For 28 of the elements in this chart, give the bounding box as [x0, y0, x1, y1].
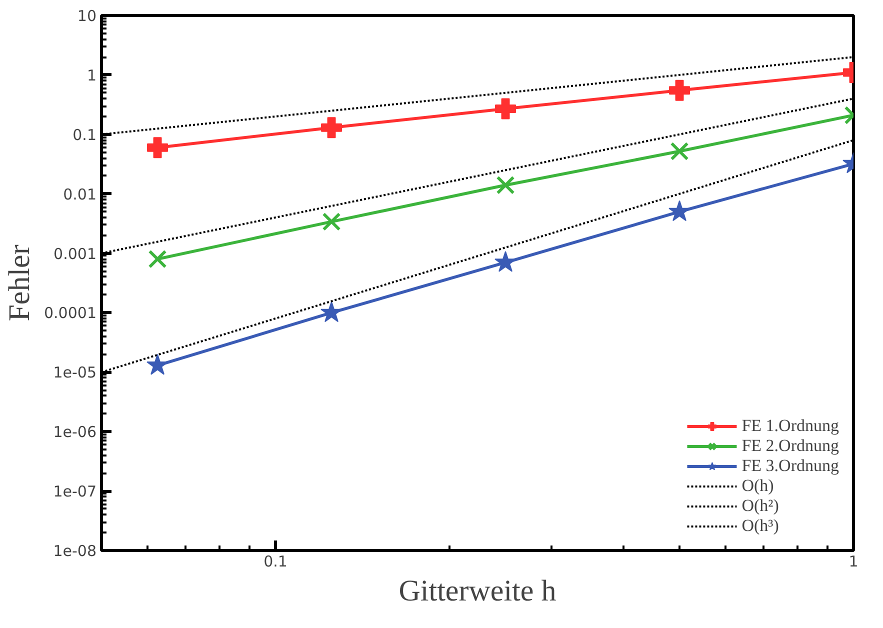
point — [668, 200, 690, 222]
point — [321, 117, 342, 138]
y-tick-label: 1e-05 — [53, 364, 97, 382]
y-tick-label: 1e-08 — [53, 542, 97, 560]
y-axis-title: Fehler — [3, 244, 36, 322]
legend-label: FE 1.Ordnung — [742, 416, 839, 436]
y-tick-label: 0.01 — [63, 185, 97, 204]
legend-label: O(h²) — [742, 496, 779, 516]
y-tick-label: 1e-07 — [53, 482, 97, 501]
point — [496, 176, 515, 194]
point — [320, 301, 342, 322]
y-tick-label: 10 — [77, 7, 97, 25]
y-tick-label: 0.0001 — [44, 304, 97, 322]
legend-label: FE 2.Ordnung — [742, 436, 839, 456]
point — [147, 137, 168, 158]
y-tick-label: 0.001 — [54, 244, 97, 263]
point — [669, 80, 690, 101]
point — [670, 142, 689, 161]
y-tick-label: 1 — [86, 66, 97, 84]
x-axis-title: Gitterweite h — [398, 574, 556, 608]
y-tick-label: 1e-06 — [53, 423, 97, 442]
point — [322, 212, 341, 231]
point — [148, 250, 167, 268]
y-tick-label: 0.1 — [72, 126, 97, 144]
legend-label: O(h³) — [742, 516, 779, 536]
point — [495, 98, 516, 120]
legend-label: O(h) — [742, 476, 774, 496]
legend-label: FE 3.Ordnung — [742, 456, 839, 476]
